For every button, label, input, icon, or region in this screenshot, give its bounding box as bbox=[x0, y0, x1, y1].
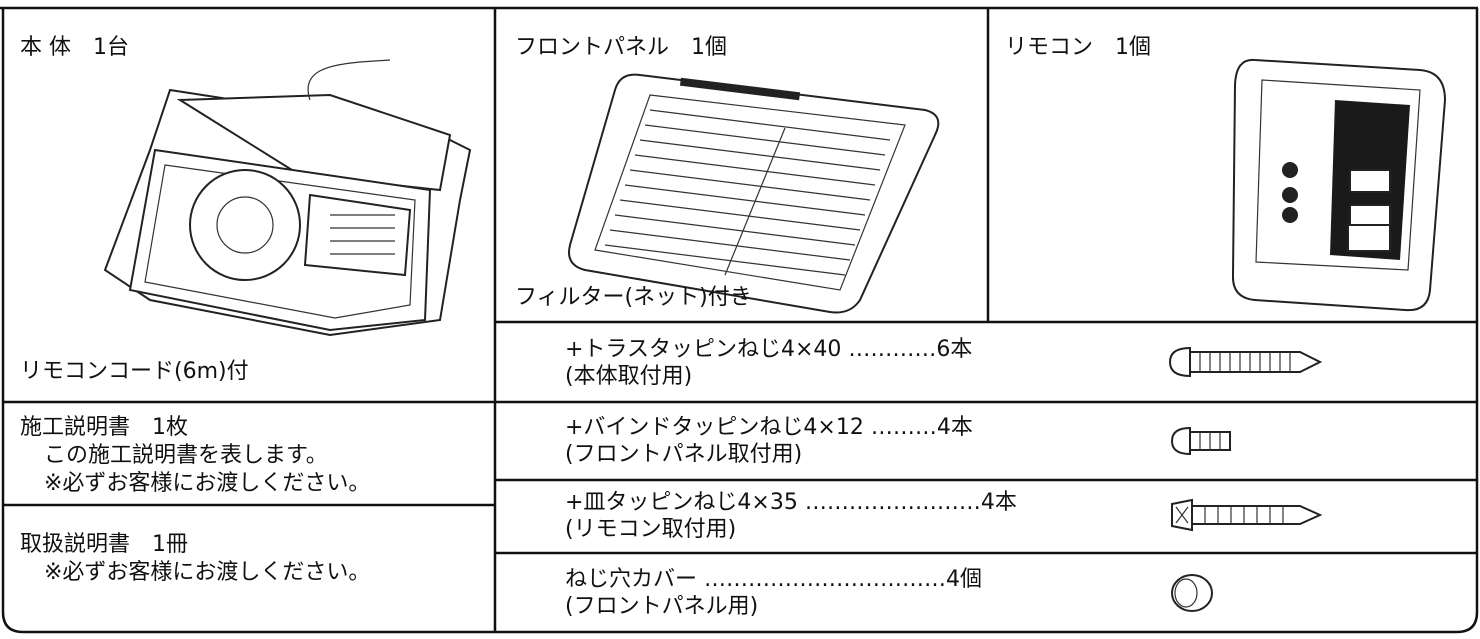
screw-name: +皿タッピンねじ4×35 ……………………4本 bbox=[565, 490, 1017, 515]
bind-screw-illustration bbox=[1170, 426, 1231, 456]
screw-name: ねじ穴カバー ……………………………4個 bbox=[565, 567, 982, 592]
grid-lines bbox=[3, 8, 1477, 632]
hole-cover-illustration bbox=[1171, 574, 1213, 612]
screw-use: (本体取付用) bbox=[565, 364, 692, 389]
truss-screw-illustration bbox=[1168, 346, 1323, 378]
front-panel-title: フロントパネル 1個 bbox=[515, 35, 727, 60]
manual-title: 取扱説明書 1冊 bbox=[20, 532, 188, 557]
body-unit-illustration bbox=[103, 59, 472, 337]
body-unit-note: リモコンコード(6m)付 bbox=[20, 359, 249, 384]
screw-use: (フロントパネル取付用) bbox=[565, 442, 802, 467]
manual-line: ※必ずお客様にお渡しください。 bbox=[44, 471, 370, 496]
screw-name: +トラスタッピンねじ4×40 …………6本 bbox=[565, 337, 972, 362]
front-panel-illustration bbox=[568, 73, 940, 314]
manual-line: ※必ずお客様にお渡しください。 bbox=[44, 560, 370, 585]
manual-title: 施工説明書 1枚 bbox=[20, 415, 188, 440]
body-unit-title: 本 体 1台 bbox=[20, 35, 129, 60]
screw-use: (フロントパネル用) bbox=[565, 594, 758, 619]
manual-line: この施工説明書を表します。 bbox=[44, 443, 328, 468]
front-panel-note: フィルター(ネット)付き bbox=[515, 285, 752, 310]
outer-border bbox=[0, 6, 1479, 634]
flat-screw-illustration bbox=[1171, 498, 1323, 532]
remote-illustration bbox=[1231, 58, 1447, 312]
screw-name: +バインドタッピンねじ4×12 ………4本 bbox=[565, 415, 973, 440]
remote-title: リモコン 1個 bbox=[1005, 35, 1151, 60]
screw-use: (リモコン取付用) bbox=[565, 517, 736, 542]
